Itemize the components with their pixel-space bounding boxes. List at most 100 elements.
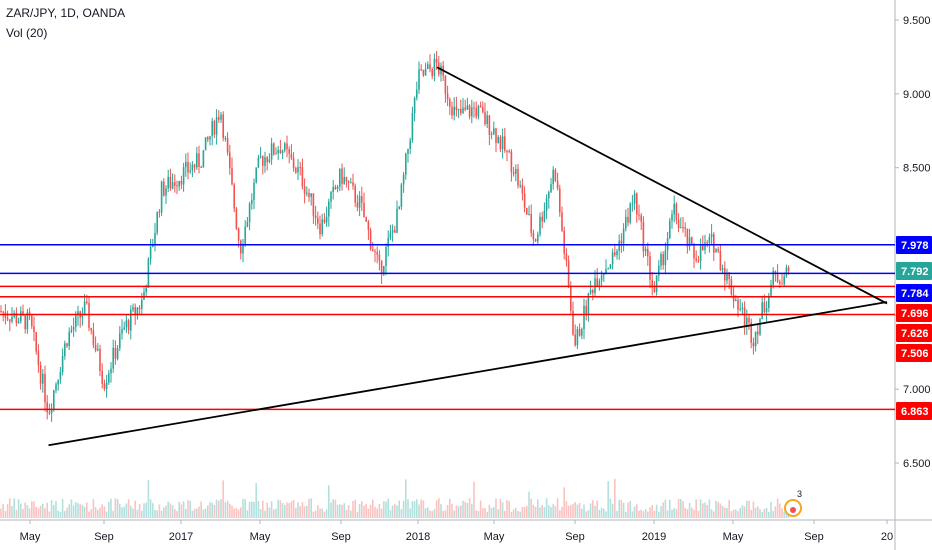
y-tick-label: 7.000 xyxy=(903,384,931,396)
candle-body xyxy=(424,68,427,76)
volume-bar xyxy=(743,506,746,518)
candle-body xyxy=(534,239,537,242)
volume-bar xyxy=(224,502,227,518)
volume-bar xyxy=(719,503,722,518)
candle-body xyxy=(290,153,293,159)
volume-bar xyxy=(636,504,638,518)
trendline[interactable] xyxy=(436,66,888,305)
volume-indicator-label[interactable]: Vol (20) xyxy=(6,26,48,40)
volume-bar xyxy=(295,507,297,518)
volume-bar xyxy=(185,508,187,518)
volume-bar xyxy=(497,509,499,518)
volume-bar xyxy=(37,508,40,518)
volume-bar xyxy=(427,507,429,518)
volume-bar xyxy=(706,504,708,518)
trendline[interactable] xyxy=(48,301,888,447)
volume-bar xyxy=(697,510,700,518)
volume-bar xyxy=(233,508,235,518)
volume-bar xyxy=(378,503,381,518)
candle-body xyxy=(726,272,728,281)
candle-body xyxy=(605,268,607,274)
candle-body xyxy=(398,206,400,209)
volume-bar xyxy=(209,502,211,518)
x-tick-label: May xyxy=(20,531,41,543)
candle-body xyxy=(532,232,535,240)
price-tag: 6.863 xyxy=(896,402,932,420)
price-tag: 7.626 xyxy=(896,324,932,342)
volume-bar xyxy=(541,504,543,518)
candle-body xyxy=(413,97,416,114)
volume-bar xyxy=(501,502,504,518)
volume-bar xyxy=(90,509,92,518)
candle-body xyxy=(589,290,592,294)
candle-body xyxy=(59,371,62,380)
price-tag: 7.784 xyxy=(896,284,932,302)
candle-body xyxy=(222,114,224,139)
volume-bar xyxy=(152,503,154,518)
volume-bar xyxy=(22,508,24,518)
volume-bar xyxy=(169,503,172,518)
volume-bar xyxy=(286,502,288,518)
volume-bar xyxy=(695,499,697,518)
candle-body xyxy=(6,317,9,320)
volume-bar xyxy=(405,479,407,518)
volume-bar xyxy=(565,501,568,518)
candle-body xyxy=(385,247,387,267)
volume-bar xyxy=(728,499,730,518)
volume-bar xyxy=(660,506,662,518)
candle-body xyxy=(453,106,455,116)
volume-bar xyxy=(675,508,678,518)
volume-bar xyxy=(330,502,332,518)
symbol-title[interactable]: ZAR/JPY, 1D, OANDA xyxy=(6,6,126,20)
alert-badge-icon[interactable]: 3 xyxy=(784,489,802,517)
candle-body xyxy=(583,305,585,330)
candle-body xyxy=(752,342,755,347)
candle-body xyxy=(433,58,436,76)
candle-body xyxy=(323,219,326,223)
volume-bar xyxy=(174,509,176,518)
candle-body xyxy=(721,268,724,270)
volume-bar xyxy=(785,511,788,518)
volume-bar xyxy=(759,509,761,518)
candle-body xyxy=(572,310,574,335)
candle-body xyxy=(15,313,18,323)
time-axis[interactable]: May Sep 2017 May Sep 2018 May Sep 2019 May Sep 20 xyxy=(20,520,894,543)
candle-body xyxy=(530,214,532,233)
volume-bar xyxy=(176,511,178,518)
volume-bar xyxy=(499,498,502,518)
horizontal-levels[interactable] xyxy=(0,243,895,411)
candle-body xyxy=(427,64,429,69)
candle-body xyxy=(587,293,590,315)
price-tag: 7.506 xyxy=(896,344,932,362)
candle-body xyxy=(537,234,539,242)
volume-bar xyxy=(341,504,343,518)
candle-body xyxy=(660,254,662,266)
candle-body xyxy=(671,214,673,221)
candle-body xyxy=(554,169,557,181)
x-tick-label: 20 xyxy=(881,531,893,543)
candle-body xyxy=(462,107,464,114)
candle-body xyxy=(248,203,251,223)
candle-body xyxy=(460,108,462,114)
candle-body xyxy=(598,280,601,286)
candle-body xyxy=(713,234,715,253)
candle-body xyxy=(581,329,583,336)
candle-body xyxy=(255,167,257,183)
price-axis-tags: 7.978 7.792 7.784 7.696 7.626 7.506 6.863 xyxy=(896,236,932,420)
trendlines[interactable] xyxy=(48,66,888,447)
candle-body xyxy=(97,348,99,351)
volume-bar xyxy=(605,511,607,518)
candle-body xyxy=(185,161,187,168)
candle-body xyxy=(266,157,268,163)
candle-body xyxy=(235,208,238,229)
candle-body xyxy=(411,113,414,141)
candle-body xyxy=(574,334,576,346)
volume-bar xyxy=(297,502,299,518)
volume-bar xyxy=(462,500,464,518)
candle-body xyxy=(77,311,79,316)
candle-body xyxy=(625,216,627,229)
candle-body xyxy=(81,315,84,318)
volume-bar xyxy=(431,511,433,518)
candle-body xyxy=(66,343,68,347)
